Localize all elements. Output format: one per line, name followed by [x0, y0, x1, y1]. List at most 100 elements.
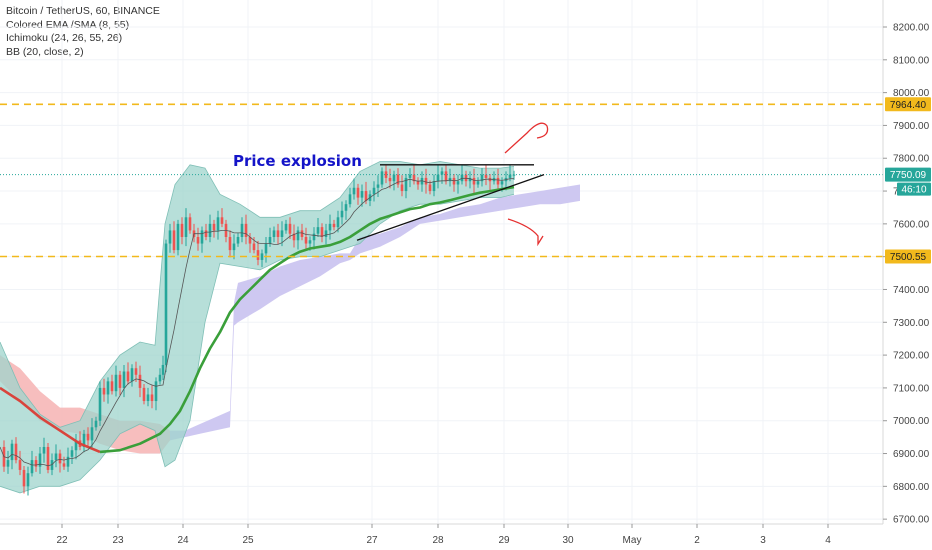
candle-body-76	[300, 230, 304, 237]
candle-body-59	[232, 243, 236, 251]
candle-body-69	[272, 230, 276, 237]
candle-body-77	[304, 236, 308, 244]
candle-body-45	[176, 223, 180, 251]
y-tick-label-11: 7100.00	[893, 383, 930, 394]
candle-body-10	[38, 453, 42, 467]
candle-body-118	[468, 177, 472, 182]
y-tick-label-4: 7800.00	[893, 154, 930, 165]
candle-body-47	[184, 217, 188, 237]
candle-body-62	[244, 223, 248, 237]
candle-body-68	[268, 236, 272, 244]
symbol-title: Bitcoin / TetherUS, 60, BINANCE	[6, 5, 160, 17]
candle-body-84	[332, 223, 336, 228]
candle-body-4	[14, 443, 18, 461]
x-tick-label-11: 4	[825, 535, 831, 546]
level-badge-text-0: 7964.40	[890, 100, 927, 111]
candle-body-67	[264, 243, 268, 254]
candle-body-54	[212, 223, 216, 231]
candle-body-50	[196, 236, 200, 244]
candle-body-112	[444, 171, 448, 182]
candle-body-122	[484, 174, 488, 178]
candle-body-114	[452, 177, 456, 185]
candle-body-128	[508, 174, 512, 178]
candle-body-80	[316, 227, 320, 234]
ema-bear-line	[0, 386, 101, 454]
x-tick-label-3: 25	[242, 535, 254, 546]
level-badge-1	[885, 249, 931, 264]
candle-body-107	[424, 177, 428, 185]
countdown-text: 46:10	[901, 185, 926, 196]
candle-body-109	[432, 181, 436, 192]
candle-body-16	[62, 463, 66, 467]
current-price-badge	[885, 167, 931, 182]
level-badge-text-1: 7500.55	[890, 252, 927, 263]
candle-body-51	[200, 230, 204, 244]
candle-body-26	[102, 387, 106, 395]
candle-body-95	[376, 184, 380, 188]
candle-body-102	[404, 177, 408, 192]
candle-body-27	[106, 381, 110, 395]
candle-body-73	[288, 223, 292, 234]
candle-body-23	[90, 427, 94, 441]
candle-body-129	[512, 174, 516, 176]
bb-upper	[0, 161, 515, 428]
candle-body-33	[130, 368, 134, 382]
price-levels	[0, 103, 883, 258]
candle-body-36	[142, 387, 146, 402]
candle-body-21	[82, 433, 86, 447]
y-tick-label-2: 8000.00	[893, 88, 930, 99]
candle-body-121	[480, 174, 484, 182]
candle-body-79	[312, 233, 316, 241]
candle-body-2	[6, 460, 10, 467]
candle-body-48	[188, 217, 192, 231]
bb-fill	[0, 161, 514, 493]
candle-body-113	[448, 177, 452, 182]
x-tick-label-2: 24	[177, 535, 189, 546]
x-tick-label-7: 30	[562, 535, 574, 546]
indicator-ichimoku[interactable]: Ichimoku (24, 26, 55, 26)	[6, 32, 123, 44]
candle-body-70	[276, 230, 280, 237]
y-tick-label-0: 8200.00	[893, 23, 930, 34]
candle-body-120	[476, 181, 480, 185]
down-arrow-path	[507, 218, 544, 247]
candle-body-53	[208, 223, 212, 237]
candle-body-100	[396, 174, 400, 185]
up-arrow-path	[504, 122, 549, 154]
x-tick-label-4: 27	[366, 535, 378, 546]
candle-body-38	[150, 394, 154, 402]
y-tick-label-3: 7900.00	[893, 121, 930, 132]
candle-body-87	[344, 204, 348, 211]
x-tick-label-6: 29	[498, 535, 510, 546]
annotation-price-explosion: Price explosion	[233, 152, 362, 170]
x-tick-label-1: 23	[112, 535, 124, 546]
candle-body-22	[86, 433, 90, 441]
ema-bull-line	[99, 185, 515, 454]
x-axis[interactable]: 22 23 24 25 27 28 29 30 May 2 3 4	[56, 524, 831, 546]
candle-body-101	[400, 184, 404, 192]
candle-body-75	[296, 230, 300, 241]
candle-body-32	[126, 371, 130, 382]
candle-body-99	[392, 174, 396, 182]
candle-body-6	[22, 469, 26, 487]
y-tick-label-9: 7300.00	[893, 318, 930, 329]
indicator-bollinger[interactable]: BB (20, close, 2)	[6, 45, 84, 58]
candle-body-71	[280, 230, 284, 237]
candle-body-65	[256, 250, 260, 260]
y-tick-label-15: 6700.00	[893, 515, 930, 526]
candle-body-110	[436, 174, 440, 182]
candle-body-74	[292, 233, 296, 241]
trendlines	[356, 164, 545, 241]
candle-body-52	[204, 230, 208, 237]
candle-body-105	[416, 181, 420, 185]
candle-body-82	[324, 230, 328, 237]
candle-body-3	[10, 443, 14, 461]
x-tick-label-0: 22	[56, 535, 68, 546]
candle-body-37	[146, 394, 150, 402]
candle-body-9	[34, 460, 38, 467]
y-tick-label-10: 7200.00	[893, 351, 930, 362]
countdown-badge	[897, 182, 931, 196]
candle-body-24	[94, 420, 98, 428]
candle-body-111	[440, 171, 444, 175]
y-tick-label-13: 6900.00	[893, 449, 930, 460]
